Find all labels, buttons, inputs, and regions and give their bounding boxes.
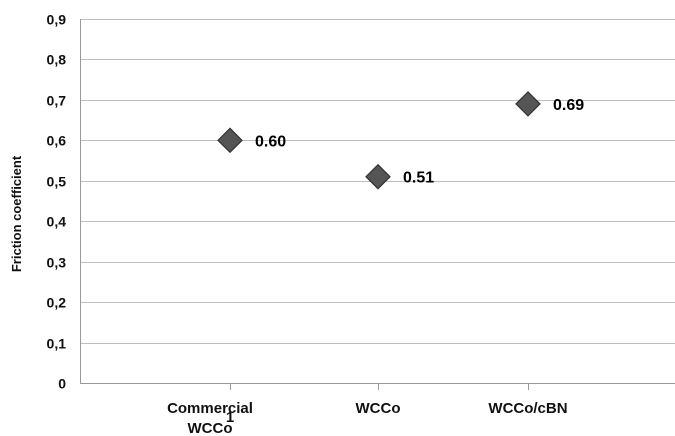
y-tick-label: 0,2 xyxy=(47,295,67,311)
x-tick-label: WCCo/cBN xyxy=(488,400,567,417)
data-points xyxy=(217,91,541,190)
x-axis-ticks: Commercial WCCo WCCo WCCo/cBN 1 xyxy=(167,383,568,436)
data-labels: 0.60 0.51 0.69 xyxy=(255,97,584,187)
y-tick-label: 0,5 xyxy=(47,174,67,190)
x-tick-label: WCCo xyxy=(356,400,401,417)
x-tick-label: Commercial xyxy=(167,400,253,417)
data-point-diamond xyxy=(515,91,541,117)
data-label: 0.69 xyxy=(553,97,584,114)
y-tick-label: 0,3 xyxy=(47,255,67,271)
y-tick-label: 0,4 xyxy=(47,214,67,230)
y-tick-label: 0,6 xyxy=(47,133,67,149)
axes xyxy=(80,19,675,384)
y-tick-label: 0,7 xyxy=(47,93,67,109)
y-axis-title: Friction coefficient xyxy=(9,155,24,272)
y-tick-label: 0,8 xyxy=(47,52,67,68)
data-point-diamond xyxy=(217,127,243,154)
data-label: 0.51 xyxy=(403,170,434,187)
y-tick-label: 0 xyxy=(58,376,66,392)
y-tick-label: 0,9 xyxy=(47,12,67,28)
y-axis-ticks: 0 0,1 0,2 0,3 0,4 0,5 0,6 0,7 0,8 0,9 xyxy=(47,12,67,392)
data-point-diamond xyxy=(365,163,391,190)
x-tick-label: WCCo xyxy=(188,420,233,436)
x-tick-stray-label: 1 xyxy=(226,409,234,426)
y-tick-label: 0,1 xyxy=(47,336,67,352)
data-label: 0.60 xyxy=(255,133,286,150)
